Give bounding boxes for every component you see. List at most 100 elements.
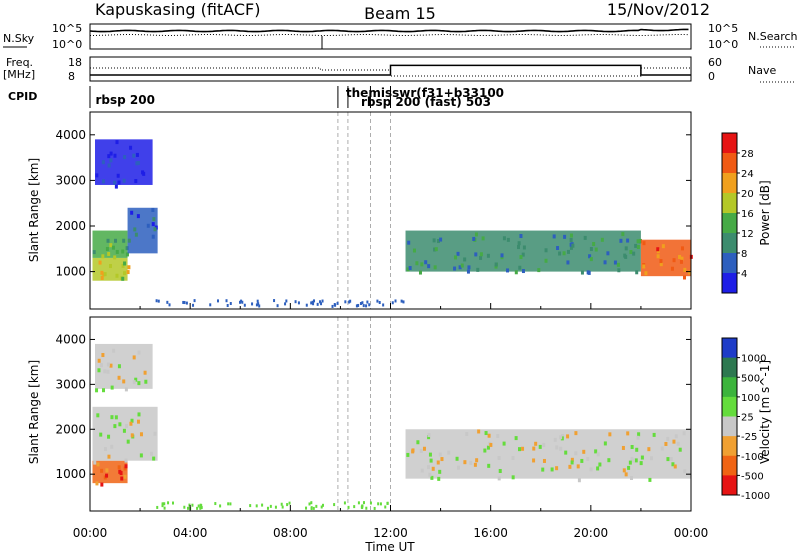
power-cell-4-44 xyxy=(592,242,596,247)
velocity-cell-3-64 xyxy=(607,458,611,463)
power-cell-4-49 xyxy=(433,265,437,270)
power-cell-4-46 xyxy=(436,239,440,244)
power-region-2 xyxy=(127,207,158,254)
power-ground-38 xyxy=(334,303,337,307)
power-cell-4-28 xyxy=(415,261,419,266)
power-cell-4-90 xyxy=(494,262,498,267)
velocity-cell-3-31 xyxy=(622,468,626,473)
velocity-cell-0-3 xyxy=(123,466,127,471)
velocity-cell-3-53 xyxy=(463,460,467,465)
power-cell-4-64 xyxy=(569,237,573,242)
power-cell-0-13 xyxy=(100,270,104,275)
cpid-program-1: themisswr(f31+b33100 xyxy=(346,86,504,100)
power-cell-5-11 xyxy=(644,271,648,276)
velocity-colorbar-label-4: -25 xyxy=(741,432,757,443)
velocity-cell-3-79 xyxy=(674,434,678,439)
power-cell-4-9 xyxy=(635,270,639,275)
velocity-cell-1-19 xyxy=(130,418,134,423)
power-ground-59 xyxy=(344,300,347,304)
velocity-ground-18 xyxy=(266,506,269,510)
cpid-label: CPID xyxy=(8,90,37,103)
velocity-cell-3-62 xyxy=(666,457,670,462)
power-ground-17 xyxy=(209,303,212,307)
velocity-ground-36 xyxy=(315,504,318,508)
power-cell-5-7 xyxy=(659,259,663,264)
power-cell-4-86 xyxy=(603,260,607,265)
power-cell-5-4 xyxy=(678,254,682,259)
velocity-cell-3-85 xyxy=(419,448,423,453)
velocity-cell-3-27 xyxy=(497,455,501,460)
freq-tick-bottom: 8 xyxy=(68,70,75,83)
velocity-cell-3-49 xyxy=(521,446,525,451)
velocity-ground-37 xyxy=(167,501,170,505)
power-ground-32 xyxy=(155,299,158,303)
power-cell-1-7 xyxy=(92,250,96,255)
velocity-cell-1-13 xyxy=(150,451,154,456)
power-ground-8 xyxy=(368,303,371,307)
velocity-cell-3-0 xyxy=(672,439,676,444)
noise-search-series xyxy=(90,34,689,36)
power-cell-0-12 xyxy=(126,270,130,275)
velocity-colorbar-label-2: 100 xyxy=(741,393,760,404)
velocity-cell-3-94 xyxy=(566,434,570,439)
velocity-cell-3-33 xyxy=(637,432,641,437)
power-cell-2-1 xyxy=(146,223,150,228)
velocity-cell-3-36 xyxy=(437,476,441,481)
power-cell-3-7 xyxy=(116,173,120,178)
power-colorbar-label-3: 16 xyxy=(741,209,754,220)
velocity-cell-3-91 xyxy=(631,458,635,463)
velocity-cell-2-8 xyxy=(137,381,141,386)
velocity-cell-3-24 xyxy=(568,464,572,469)
power-ytick-label-3: 4000 xyxy=(55,128,86,142)
velocity-ground-10 xyxy=(384,505,387,509)
velocity-cell-3-113 xyxy=(538,444,542,449)
noise-sky-series xyxy=(89,28,689,33)
power-cell-2-2 xyxy=(151,222,155,227)
power-ground-9 xyxy=(378,301,381,305)
velocity-cell-3-107 xyxy=(635,447,639,452)
velocity-cell-3-37 xyxy=(683,469,687,474)
velocity-cell-3-111 xyxy=(576,464,580,469)
velocity-cell-3-98 xyxy=(428,452,432,457)
power-ground-25 xyxy=(331,304,334,308)
power-cell-4-67 xyxy=(479,255,483,260)
power-cell-4-4 xyxy=(486,253,490,258)
power-ground-24 xyxy=(359,302,362,306)
velocity-cell-1-18 xyxy=(113,424,117,429)
power-ground-3 xyxy=(355,304,358,308)
power-ground-18 xyxy=(310,301,313,305)
velocity-cell-3-23 xyxy=(483,448,487,453)
velocity-frame-top xyxy=(89,316,692,512)
power-cell-0-10 xyxy=(121,276,125,281)
power-ground-27 xyxy=(400,299,403,303)
velocity-cell-2-5 xyxy=(99,363,103,368)
velocity-cell-3-88 xyxy=(532,446,536,451)
velocity-ground-7 xyxy=(310,501,313,505)
power-cell-5-15 xyxy=(656,247,660,252)
velocity-ground-57 xyxy=(361,504,364,508)
velocity-cell-1-15 xyxy=(99,432,103,437)
power-cell-4-45 xyxy=(636,245,640,250)
power-colorbar-label-1: 8 xyxy=(741,249,747,260)
power-cell-1-12 xyxy=(115,249,119,254)
velocity-cell-2-18 xyxy=(117,375,121,380)
power-cell-4-0 xyxy=(566,260,570,265)
velocity-cell-3-19 xyxy=(477,429,481,434)
velocity-ground-17 xyxy=(274,505,277,509)
velocity-cell-3-95 xyxy=(487,433,491,438)
velocity-cell-3-43 xyxy=(420,468,424,473)
velocity-colorbar-label: Velocity [m s^-1] xyxy=(758,360,772,464)
velocity-ground-47 xyxy=(249,504,252,508)
velocity-cell-3-22 xyxy=(630,476,634,481)
velocity-cell-3-99 xyxy=(496,434,500,439)
power-cell-3-0 xyxy=(129,145,133,150)
velocity-colorbar-seg-3 xyxy=(722,396,737,417)
velocity-cell-2-20 xyxy=(132,380,136,385)
power-ground-1 xyxy=(361,301,364,305)
power-cell-4-40 xyxy=(466,269,470,274)
noise-left-tick-bottom: 10^0 xyxy=(52,38,82,51)
power-colorbar-seg-5 xyxy=(722,233,737,254)
power-cell-4-61 xyxy=(519,234,523,239)
velocity-ground-53 xyxy=(227,502,230,506)
power-cell-4-76 xyxy=(412,248,416,253)
